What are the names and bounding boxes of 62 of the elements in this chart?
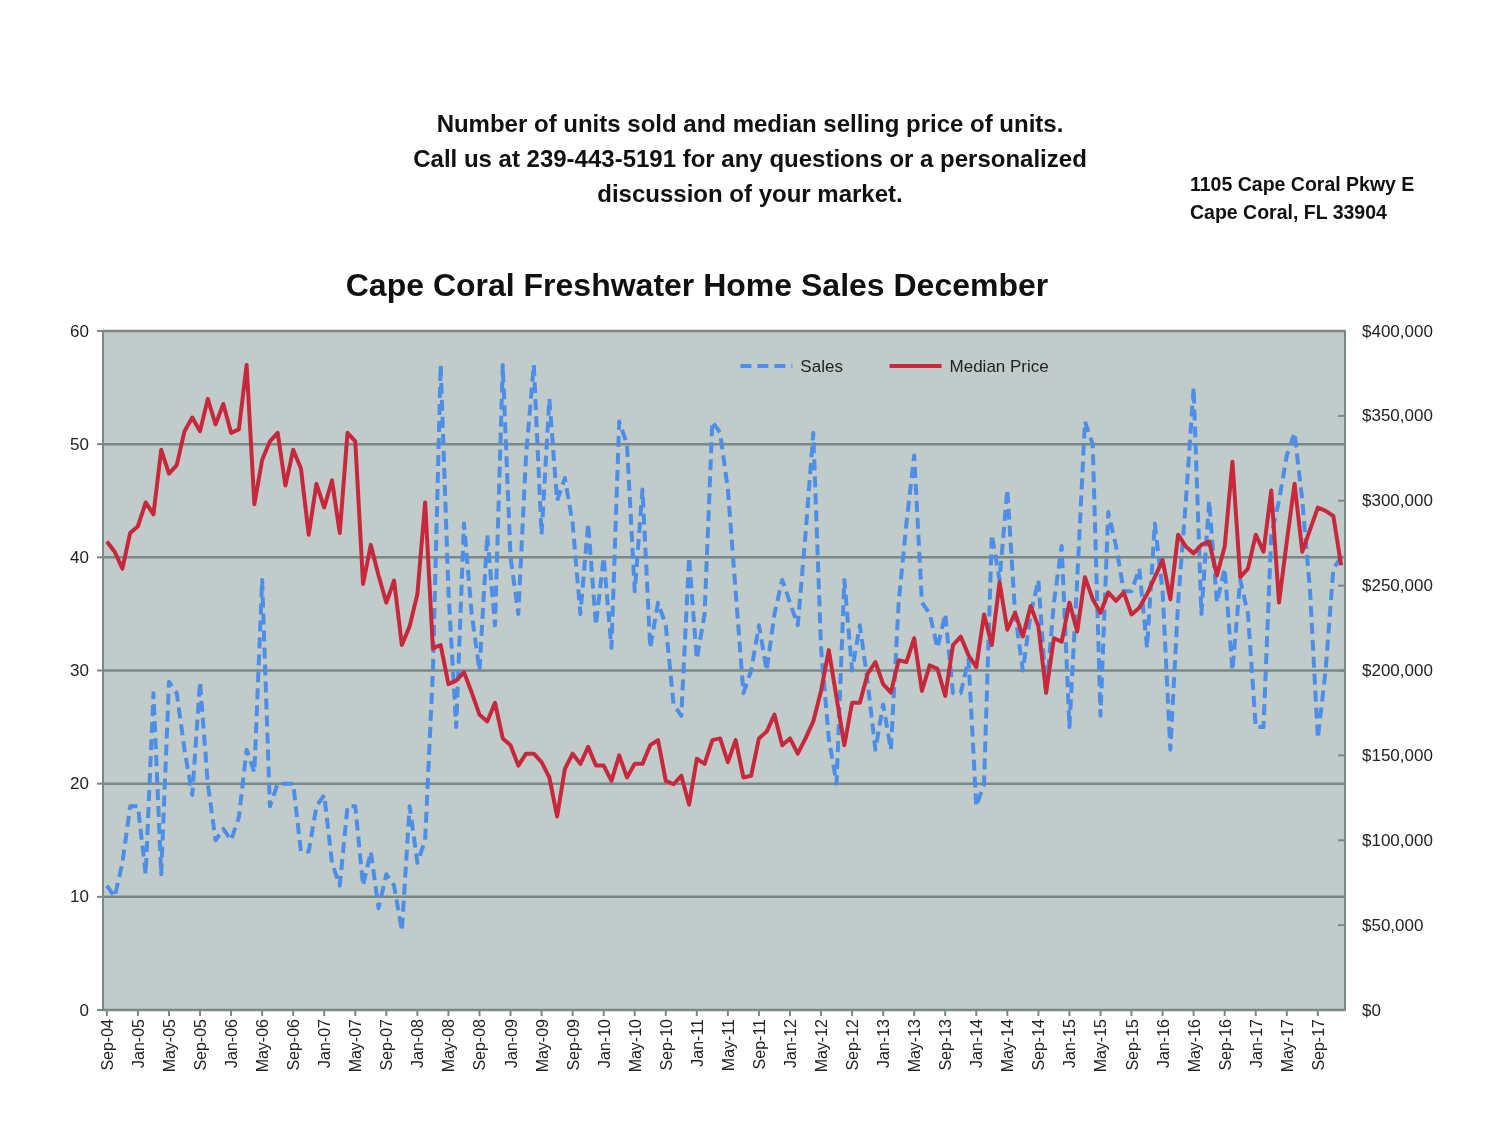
y2-tick-label: $50,000 [1362, 915, 1424, 935]
x-tick-label: May-07 [347, 1018, 365, 1073]
x-tick-label: May-14 [999, 1018, 1017, 1073]
x-tick-label: Sep-16 [1216, 1018, 1234, 1071]
chart-title: Cape Coral Freshwater Home Sales December [345, 267, 1049, 303]
x-tick-label: Sep-13 [937, 1018, 955, 1071]
y2-tick-label: $100,000 [1362, 830, 1433, 850]
x-tick-label: Sep-15 [1123, 1018, 1141, 1071]
x-tick-label: Jan-13 [875, 1018, 893, 1068]
x-tick-label: Sep-04 [98, 1018, 116, 1071]
y-tick-label: 0 [79, 1000, 89, 1020]
y2-tick-label: $250,000 [1362, 576, 1433, 596]
x-tick-label: May-06 [254, 1018, 272, 1073]
y2-tick-label: $400,000 [1362, 321, 1433, 341]
text: 1105 Cape Coral Pkwy E [1190, 173, 1415, 195]
x-tick-label: Sep-06 [285, 1018, 303, 1071]
x-tick-label: May-08 [440, 1018, 458, 1073]
legend-label: Median Price [949, 356, 1049, 376]
x-tick-label: Jan-16 [1154, 1018, 1172, 1068]
chart-subtitle: Number of units sold and median selling price of units. Call us at 239-443-5191 for any questions or a personalized discussion of your market. [413, 110, 1087, 207]
x-tick-label: Sep-14 [1030, 1018, 1048, 1071]
x-tick-label: Jan-09 [502, 1018, 520, 1068]
y-tick-label: 60 [70, 321, 89, 341]
x-tick-label: Sep-17 [1309, 1018, 1327, 1071]
x-tick-label: Jan-15 [1061, 1018, 1079, 1068]
y-tick-label: 40 [70, 547, 89, 567]
x-tick-label: Sep-05 [192, 1018, 210, 1071]
x-tick-label: Jan-12 [781, 1018, 799, 1068]
x-tick-label: May-11 [719, 1018, 737, 1072]
text: Cape Coral, FL 33904 [1190, 201, 1388, 223]
x-tick-label: Sep-09 [564, 1018, 582, 1071]
x-tick-label: Jan-05 [129, 1018, 147, 1068]
y-tick-label: 10 [70, 887, 89, 907]
x-tick-label: Sep-08 [471, 1018, 489, 1071]
x-tick-label: Jan-06 [223, 1018, 241, 1068]
y2-tick-label: $0 [1362, 1000, 1381, 1020]
x-tick-label: Jan-07 [316, 1018, 334, 1068]
x-tick-label: May-17 [1278, 1018, 1296, 1073]
y-tick-label: 20 [70, 774, 89, 794]
x-tick-label: May-13 [906, 1018, 924, 1073]
x-tick-label: Jan-08 [409, 1018, 427, 1068]
x-tick-label: May-10 [626, 1018, 644, 1073]
x-tick-label: May-16 [1185, 1018, 1203, 1073]
legend-label: Sales [800, 356, 843, 376]
y2-tick-label: $300,000 [1362, 491, 1433, 511]
y-tick-label: 30 [70, 661, 89, 680]
x-tick-label: Jan-14 [968, 1018, 986, 1068]
x-tick-label: Sep-12 [844, 1018, 862, 1071]
x-tick-label: Sep-10 [657, 1018, 675, 1071]
x-tick-label: Jan-17 [1247, 1018, 1265, 1068]
x-tick-label: Jan-10 [595, 1018, 613, 1068]
x-tick-label: Jan-11 [688, 1018, 706, 1067]
x-tick-label: Sep-07 [378, 1018, 396, 1071]
x-tick-label: May-12 [813, 1018, 831, 1073]
y-tick-label: 50 [70, 434, 89, 454]
x-tick-label: May-15 [1092, 1018, 1110, 1073]
y2-tick-label: $350,000 [1362, 406, 1433, 426]
x-tick-label: May-09 [533, 1018, 551, 1073]
y2-tick-label: $150,000 [1362, 745, 1433, 765]
x-tick-label: Sep-11 [750, 1018, 768, 1070]
x-tick-label: May-05 [160, 1018, 178, 1073]
y2-tick-label: $200,000 [1362, 661, 1433, 680]
